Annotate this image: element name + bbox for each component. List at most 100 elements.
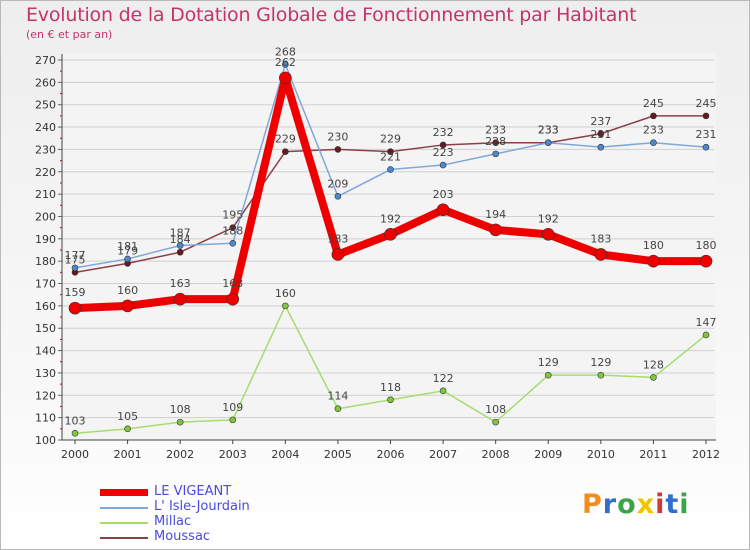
data-label: 195 [222, 209, 243, 222]
logo-letter: P [582, 489, 603, 520]
data-point [439, 141, 447, 149]
chart-title: Evolution de la Dotation Globale de Fonc… [26, 4, 637, 26]
data-label: 108 [170, 403, 191, 416]
data-point [331, 248, 345, 261]
x-tick-label: 2006 [377, 448, 405, 461]
data-label: 228 [485, 135, 506, 148]
data-point [702, 143, 710, 151]
data-point [439, 387, 447, 395]
y-tick-label: 260 [35, 76, 56, 89]
data-point [597, 130, 605, 138]
data-label: 221 [380, 151, 401, 164]
data-point [71, 429, 79, 437]
data-label: 129 [590, 356, 611, 369]
data-point [650, 374, 657, 381]
data-label: 114 [327, 390, 348, 403]
data-label: 103 [65, 414, 86, 427]
data-point [176, 418, 184, 426]
proxiti-logo: Proxiti [582, 489, 690, 520]
x-tick-label: 2011 [639, 448, 667, 461]
legend-swatch-millac [100, 522, 148, 524]
data-point [334, 146, 342, 153]
x-tick-label: 2012 [692, 448, 720, 461]
data-point [282, 148, 289, 155]
data-label: 245 [643, 97, 664, 110]
data-point [492, 139, 499, 147]
data-point [439, 161, 447, 169]
data-label: 109 [222, 401, 243, 414]
data-label: 180 [643, 239, 664, 252]
data-point [176, 248, 184, 256]
data-point [492, 150, 499, 158]
legend-swatch-moussac [100, 537, 148, 539]
data-point [384, 228, 397, 241]
data-label: 180 [696, 239, 717, 252]
data-label: 160 [275, 287, 296, 300]
data-point [229, 224, 237, 231]
data-point [597, 143, 605, 151]
data-point [699, 254, 713, 268]
data-label: 175 [65, 253, 86, 266]
logo-letter: r [602, 489, 618, 520]
data-label: 118 [380, 381, 401, 394]
y-tick-label: 150 [35, 322, 56, 335]
x-tick-label: 2008 [482, 448, 510, 461]
x-tick-label: 2009 [534, 448, 562, 461]
data-point [650, 139, 657, 147]
legend-label: LE VIGEANT [154, 484, 232, 499]
data-point [702, 331, 710, 339]
data-label: 177 [65, 249, 86, 262]
legend-swatch-isle-jourdain [100, 507, 148, 509]
data-label: 129 [538, 356, 559, 369]
data-label: 163 [222, 277, 243, 290]
legend-label: Moussac [154, 529, 211, 544]
data-label: 181 [117, 240, 138, 253]
data-point [544, 139, 552, 147]
y-tick-label: 250 [35, 99, 56, 112]
data-label: 192 [538, 212, 559, 225]
data-point [647, 254, 660, 268]
data-label: 229 [380, 133, 401, 146]
legend-swatch-le-vigeant [100, 489, 148, 496]
data-point [334, 405, 342, 413]
data-point [229, 239, 237, 247]
data-label: 262 [275, 56, 296, 69]
data-label: 194 [485, 208, 506, 221]
logo-letter: i [655, 489, 666, 520]
data-label: 229 [275, 133, 296, 146]
data-point [544, 371, 552, 379]
data-label: 163 [170, 277, 191, 290]
data-point [387, 396, 394, 404]
data-point [229, 416, 237, 424]
data-label: 188 [222, 224, 243, 237]
data-label: 122 [433, 372, 454, 385]
y-tick-label: 170 [35, 278, 56, 291]
x-tick-label: 2002 [166, 448, 194, 461]
data-label: 160 [117, 284, 138, 297]
data-point [334, 193, 342, 200]
data-point [387, 166, 394, 173]
data-label: 233 [643, 124, 664, 137]
y-tick-label: 130 [35, 367, 56, 380]
logo-letter: i [679, 489, 690, 520]
data-point [541, 228, 555, 241]
data-point [702, 112, 710, 120]
data-label: 159 [65, 286, 86, 299]
y-tick-label: 240 [35, 121, 56, 134]
data-point [489, 223, 502, 237]
y-tick-label: 230 [35, 143, 56, 156]
data-point [124, 425, 131, 433]
data-label: 223 [433, 146, 454, 159]
y-tick-label: 190 [35, 233, 56, 246]
data-label: 179 [117, 244, 138, 257]
data-label: 108 [485, 403, 506, 416]
legend-label: L' Isle-Jourdain [154, 499, 250, 514]
x-tick-label: 2007 [429, 448, 457, 461]
data-point [173, 292, 187, 306]
x-tick-label: 2005 [324, 448, 352, 461]
y-tick-label: 100 [35, 434, 56, 447]
data-label: 237 [590, 115, 611, 128]
data-label: 147 [696, 316, 717, 329]
logo-letter: x [636, 489, 656, 520]
